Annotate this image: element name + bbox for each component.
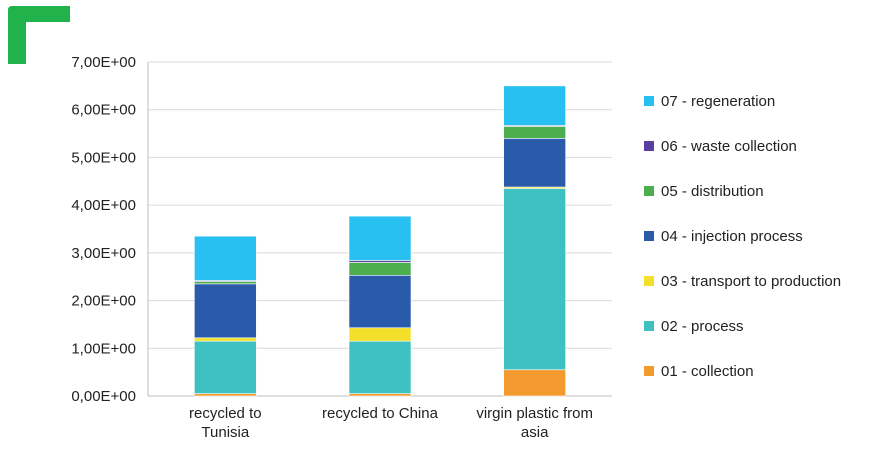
legend-swatch	[644, 366, 654, 376]
bar-segment	[503, 188, 566, 371]
y-tick-label: 4,00E+00	[71, 197, 136, 214]
bar-segment	[503, 126, 566, 139]
bar-segment	[503, 138, 566, 188]
legend-swatch	[644, 276, 654, 286]
x-category-label-line: virgin plastic from	[476, 405, 593, 422]
corner-bracket-icon	[8, 6, 70, 64]
legend-swatch	[644, 231, 654, 241]
bar-segment	[194, 337, 257, 342]
legend-label: 01 - collection	[661, 363, 754, 380]
legend-label: 06 - waste collection	[661, 138, 797, 155]
legend-swatch	[644, 321, 654, 331]
legend-label: 07 - regeneration	[661, 93, 775, 110]
bar-segment	[503, 369, 566, 397]
x-category-label-line: asia	[521, 424, 549, 441]
x-category-label-line: recycled to China	[322, 405, 439, 422]
bar-segment	[194, 283, 257, 339]
legend-label: 02 - process	[661, 318, 744, 335]
legend-label: 05 - distribution	[661, 183, 764, 200]
bar-segment	[348, 262, 412, 276]
legend-swatch	[644, 186, 654, 196]
bar-segment	[194, 235, 257, 281]
bar-segment	[348, 327, 412, 342]
y-tick-label: 2,00E+00	[71, 293, 136, 310]
bar-segment	[348, 215, 412, 261]
bar-segment	[194, 340, 257, 394]
legend-swatch	[644, 96, 654, 106]
y-tick-label: 5,00E+00	[71, 149, 136, 166]
x-category-label: virgin plastic from asia	[476, 405, 593, 441]
x-category-label: recycled to China	[322, 405, 439, 422]
bar-segment	[348, 340, 412, 394]
x-category-label-line: Tunisia	[201, 424, 249, 441]
legend-label: 04 - injection process	[661, 228, 803, 245]
legend-label: 03 - transport to production	[661, 273, 841, 290]
y-tick-label: 0,00E+00	[71, 388, 136, 405]
y-tick-label: 3,00E+00	[71, 245, 136, 262]
y-tick-label: 7,00E+00	[71, 54, 136, 71]
y-tick-label: 6,00E+00	[71, 102, 136, 119]
x-category-label: recycled to Tunisia	[189, 405, 262, 441]
y-tick-label: 1,00E+00	[71, 340, 136, 357]
bar-segment	[348, 274, 412, 329]
bar-segment	[503, 85, 566, 126]
x-category-label-line: recycled to	[189, 405, 262, 422]
legend-swatch	[644, 141, 654, 151]
bar-segment	[194, 393, 257, 397]
bar-segment	[194, 281, 257, 285]
bar-segment	[348, 393, 412, 397]
